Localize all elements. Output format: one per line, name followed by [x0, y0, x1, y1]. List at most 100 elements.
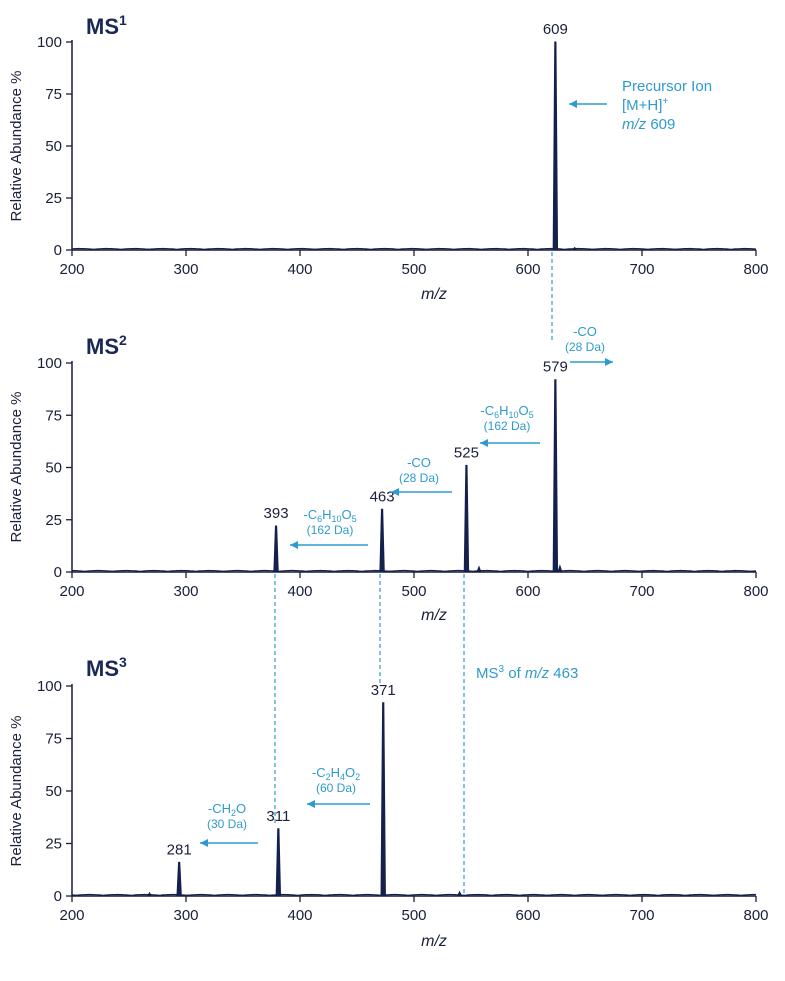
panel-title: MS2: [86, 332, 127, 359]
peak-393: [273, 525, 279, 573]
precursor-line3-value: 609: [646, 116, 675, 133]
x-tick-label: 600: [515, 261, 540, 278]
peak-label-371: 371: [371, 682, 396, 699]
formula-part: O: [519, 403, 529, 418]
peak-525: [463, 464, 470, 573]
peak-371: [380, 702, 386, 897]
x-tick-label: 800: [743, 261, 768, 278]
loss-ch2o-formula: -CH2O: [208, 801, 246, 818]
peak-label-463: 463: [370, 488, 395, 505]
x-tick-label: 300: [173, 261, 198, 278]
formula-subscript: 4: [340, 772, 345, 782]
x-tick-label: 300: [173, 907, 198, 924]
arrow-head: [290, 541, 298, 549]
y-tick-label: 25: [45, 190, 62, 207]
formula-subscript: 10: [331, 514, 341, 524]
y-axis-title: Relative Abundance %: [8, 716, 25, 867]
y-tick-label: 50: [45, 460, 62, 477]
formula-subscript: 2: [231, 808, 236, 818]
y-tick-label: 25: [45, 836, 62, 853]
y-tick-label: 50: [45, 138, 62, 155]
loss-hexose-2-arrow: [290, 541, 368, 549]
y-tick-label: 75: [45, 731, 62, 748]
formula-part: O: [236, 801, 246, 816]
formula-part: H: [499, 403, 508, 418]
peak-label-281: 281: [167, 841, 192, 858]
x-tick-label: 200: [59, 583, 84, 600]
arrow-head: [391, 488, 399, 496]
formula-subscript: 6: [494, 410, 499, 420]
formula-subscript: 2: [355, 772, 360, 782]
x-axis-title: m/z: [421, 607, 447, 624]
x-tick-label: 600: [515, 907, 540, 924]
peak-label-393: 393: [264, 505, 289, 522]
minor-peak: [457, 890, 463, 897]
precursor-annotation: Precursor Ion [M+H]+ m/z 609: [622, 78, 712, 133]
loss-co-1-mass: (28 Da): [565, 340, 605, 354]
spectrum-panel-ms1: 0 25 50 75 100 200 300 400 500 600 700 800 Relative …: [8, 12, 769, 303]
loss-hexose-1-arrow: [480, 439, 540, 447]
panel-title-text: MS: [86, 14, 119, 39]
arrow-head: [307, 800, 315, 808]
formula-part: O: [345, 765, 355, 780]
arrow-head: [200, 839, 208, 847]
note-value: 463: [549, 665, 578, 682]
loss-hexose-1-formula: -C6H10O5: [480, 403, 533, 420]
x-tick-label: 600: [515, 583, 540, 600]
formula-subscript: 10: [508, 410, 518, 420]
loss-co-2-mass: (28 Da): [399, 471, 439, 485]
x-axis-title: m/z: [421, 933, 447, 950]
formula-part: H: [331, 765, 340, 780]
formula-part: O: [342, 507, 352, 522]
panel-title-text: MS: [86, 334, 119, 359]
note-middle: of: [504, 665, 525, 682]
peak-label-609: 609: [543, 21, 568, 38]
loss-hexose-1-mass: (162 Da): [484, 419, 531, 433]
x-tick-label: 400: [287, 583, 312, 600]
peak-281: [176, 861, 182, 897]
arrow-head: [569, 100, 577, 108]
panel-title-sup: 1: [119, 12, 127, 28]
note-mz: m/z: [525, 665, 550, 682]
y-tick-label: 0: [54, 564, 62, 581]
loss-c2h4o2-formula: -C2H4O2: [312, 765, 360, 782]
formula-part: -C: [480, 403, 494, 418]
y-axis-title: Relative Abundance %: [8, 392, 25, 543]
peak-579: [552, 379, 559, 573]
y-tick-label: 100: [37, 34, 62, 51]
panel-title-sup: 2: [119, 332, 127, 348]
y-tick-label: 0: [54, 242, 62, 259]
panel-title-text: MS: [86, 656, 119, 681]
precursor-line1: Precursor Ion: [622, 78, 712, 95]
loss-c2h4o2-mass: (60 Da): [316, 781, 356, 795]
x-tick-label: 500: [401, 583, 426, 600]
x-tick-label: 200: [59, 907, 84, 924]
formula-part: -C: [303, 507, 317, 522]
peak-463: [379, 508, 385, 573]
spectrum-panel-ms3: 0 25 50 75 100 200 300 400 500 600 700 800 Relative …: [8, 654, 769, 950]
y-tick-label: 25: [45, 512, 62, 529]
arrow-head: [605, 358, 613, 366]
x-tick-label: 700: [629, 907, 654, 924]
precursor-line2-sup: +: [662, 96, 668, 107]
loss-c2h4o2-arrow: [307, 800, 370, 808]
spectrum-baseline: [71, 893, 756, 896]
loss-hexose-2-mass: (162 Da): [307, 523, 354, 537]
x-tick-label: 500: [401, 907, 426, 924]
panel-title-sup: 3: [119, 654, 127, 670]
x-tick-label: 700: [629, 583, 654, 600]
panel-title: MS1: [86, 12, 127, 39]
loss-ch2o-arrow: [200, 839, 258, 847]
precursor-arrow: [569, 100, 607, 108]
loss-co-2-formula: -CO: [407, 455, 431, 470]
y-tick-label: 100: [37, 355, 62, 372]
x-tick-label: 200: [59, 261, 84, 278]
minor-peak: [572, 246, 578, 251]
formula-part: -CH: [208, 801, 231, 816]
formula-subscript: 5: [352, 514, 357, 524]
formula-subscript: 6: [317, 514, 322, 524]
peak-311: [275, 828, 282, 897]
x-tick-label: 300: [173, 583, 198, 600]
y-tick-label: 75: [45, 407, 62, 424]
